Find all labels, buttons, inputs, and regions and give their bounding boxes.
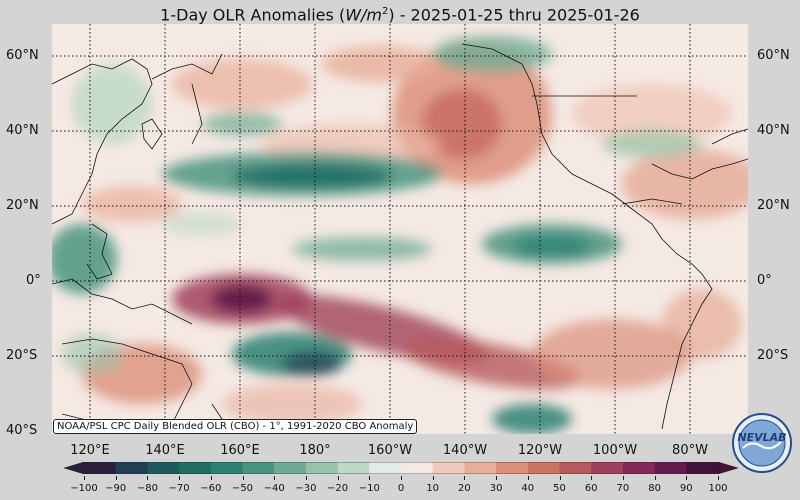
colorbar-tick-mark bbox=[369, 476, 371, 480]
colorbar-segment bbox=[591, 462, 624, 474]
colorbar-tick-mark bbox=[274, 476, 276, 480]
colorbar-tick-mark bbox=[401, 476, 402, 480]
colorbar-segment bbox=[84, 462, 117, 474]
lat-label-right: 0° bbox=[757, 273, 772, 288]
title-prefix: 1-Day OLR Anomalies ( bbox=[160, 5, 346, 25]
lon-label: 120°W bbox=[517, 443, 563, 458]
lat-label-left: 40°N bbox=[6, 123, 39, 138]
colorbar-segment bbox=[274, 462, 307, 474]
colorbar bbox=[64, 462, 738, 474]
colorbar-segment bbox=[464, 462, 497, 474]
lon-label: 120°E bbox=[70, 443, 110, 458]
lat-label-left: 40°S bbox=[6, 423, 38, 438]
colorbar-tick-label: −70 bbox=[168, 483, 190, 494]
colorbar-tick-label: 30 bbox=[489, 483, 503, 494]
colorbar-tick-label: 70 bbox=[616, 483, 630, 494]
colorbar-tick-label: 90 bbox=[679, 483, 693, 494]
colorbar-tick-label: −90 bbox=[105, 483, 127, 494]
colorbar-segment bbox=[242, 462, 275, 474]
lon-label: 180° bbox=[299, 443, 331, 458]
data-credit: NOAA/PSL CPC Daily Blended OLR (CBO) - 1… bbox=[53, 419, 418, 434]
colorbar-tick-mark bbox=[527, 476, 529, 480]
colorbar-segments bbox=[83, 462, 719, 474]
colorbar-tick-label: −50 bbox=[231, 483, 254, 494]
colorbar-segment bbox=[337, 462, 370, 474]
colorbar-tick-label: 20 bbox=[458, 483, 471, 494]
anomaly-field bbox=[52, 24, 748, 434]
colorbar-tick-label: −30 bbox=[295, 483, 317, 494]
colorbar-segment bbox=[686, 462, 719, 474]
colorbar-tick-label: −60 bbox=[200, 483, 222, 494]
colorbar-tick-mark bbox=[622, 476, 624, 480]
lon-label: 140°E bbox=[145, 443, 185, 458]
colorbar-segment bbox=[622, 462, 656, 474]
colorbar-segment bbox=[654, 462, 687, 474]
lat-label-right: 20°S bbox=[757, 348, 789, 363]
colorbar-tick-mark bbox=[147, 476, 149, 480]
colorbar-tick-mark bbox=[432, 476, 434, 480]
colorbar-tick-label: 100 bbox=[708, 483, 728, 494]
colorbar-tick-mark bbox=[210, 476, 212, 480]
lat-label-left: 20°N bbox=[6, 198, 39, 213]
colorbar-tick-label: 60 bbox=[584, 483, 598, 494]
anomaly-blobs bbox=[52, 36, 748, 434]
colorbar-tick-mark bbox=[718, 476, 719, 480]
colorbar-segment bbox=[559, 462, 592, 474]
colorbar-segment bbox=[179, 462, 212, 474]
colorbar-segment bbox=[401, 462, 434, 474]
colorbar-tick-label: 10 bbox=[426, 483, 440, 494]
colorbar-tick-label: −10 bbox=[358, 483, 380, 494]
title-suffix: ) - 2025-01-25 thru 2025-01-26 bbox=[388, 5, 640, 25]
lat-label-left: 20°S bbox=[6, 348, 38, 363]
colorbar-tick-label: 0 bbox=[397, 483, 405, 494]
colorbar-tick-mark bbox=[496, 476, 498, 480]
colorbar-tick-label: 80 bbox=[648, 483, 661, 494]
colorbar-tick-mark bbox=[179, 476, 181, 480]
colorbar-tick-mark bbox=[654, 476, 656, 480]
colorbar-min-arrow bbox=[64, 462, 85, 474]
lat-label-right: 40°N bbox=[757, 123, 790, 138]
olr-anomaly-map bbox=[52, 24, 748, 434]
lat-label-right: 20°N bbox=[757, 198, 790, 213]
lon-label: 80°W bbox=[672, 443, 708, 458]
colorbar-tick-label: −40 bbox=[263, 483, 285, 494]
graticule bbox=[52, 24, 748, 434]
colorbar-segment bbox=[432, 462, 465, 474]
lon-label: 160°W bbox=[367, 443, 413, 458]
colorbar-tick-label: 40 bbox=[521, 483, 535, 494]
colorbar-tick-mark bbox=[305, 476, 307, 480]
title-unit-exp: 2 bbox=[381, 6, 389, 17]
logo-text: NEVLAB bbox=[737, 431, 786, 444]
colorbar-tick-mark bbox=[686, 476, 688, 480]
colorbar-segment bbox=[210, 462, 243, 474]
lon-label: 100°W bbox=[592, 443, 638, 458]
colorbar-tick-label: −100 bbox=[70, 483, 98, 494]
lat-label-right: 60°N bbox=[757, 48, 790, 63]
lon-label: 160°E bbox=[220, 443, 260, 458]
colorbar-tick-mark bbox=[115, 476, 117, 480]
colorbar-tick-mark bbox=[464, 476, 466, 480]
colorbar-tick-mark bbox=[84, 476, 85, 480]
colorbar-tick-mark bbox=[559, 476, 561, 480]
colorbar-segment bbox=[496, 462, 529, 474]
title-unit: W/m bbox=[345, 5, 382, 25]
colorbar-tick-mark bbox=[591, 476, 593, 480]
colorbar-tick-label: −80 bbox=[136, 483, 158, 494]
colorbar-outline bbox=[83, 462, 719, 474]
nevlab-logo: NEVLAB bbox=[732, 413, 792, 473]
lat-label-left: 0° bbox=[26, 273, 41, 288]
colorbar-tick-mark bbox=[337, 476, 339, 480]
lat-label-left: 60°N bbox=[6, 48, 39, 63]
colorbar-segment bbox=[147, 462, 180, 474]
colorbar-segment bbox=[369, 462, 402, 474]
colorbar-tick-label: 50 bbox=[553, 483, 566, 494]
colorbar-segment bbox=[305, 462, 339, 474]
lon-label: 140°W bbox=[442, 443, 488, 458]
colorbar-segment bbox=[527, 462, 560, 474]
colorbar-tick-label: −20 bbox=[327, 483, 349, 494]
colorbar-tick-mark bbox=[242, 476, 244, 480]
plot-title: 1-Day OLR Anomalies (W/m2) - 2025-01-25 … bbox=[0, 0, 800, 24]
colorbar-segment bbox=[115, 462, 148, 474]
